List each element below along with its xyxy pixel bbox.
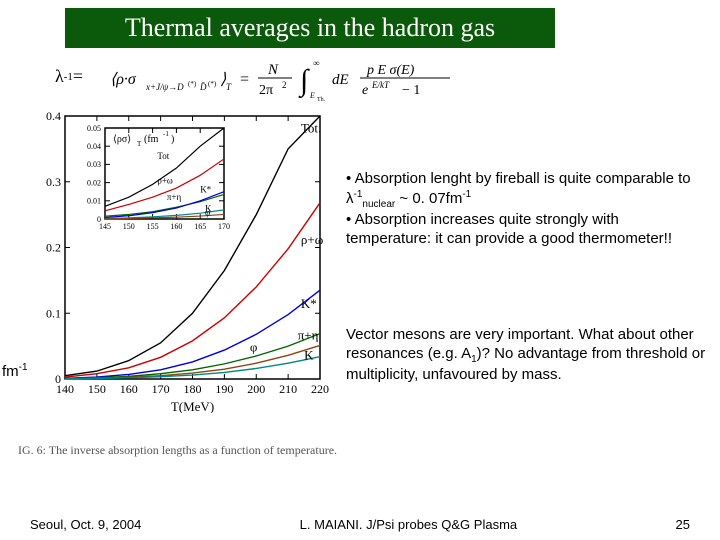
svg-text:165: 165 — [194, 222, 206, 231]
svg-text:150: 150 — [88, 382, 106, 396]
svg-text:155: 155 — [147, 222, 159, 231]
svg-text:160: 160 — [120, 382, 138, 396]
svg-text:0.05: 0.05 — [87, 124, 101, 133]
thermal-average-formula: ⟨ρ·σ x+J/ψ→D (*) D̄ (*) ⟩ T = N 2π 2 ∫ ∞… — [110, 56, 530, 101]
svg-text:-1: -1 — [163, 130, 169, 138]
svg-text:π+η: π+η — [167, 192, 182, 202]
lambda-inverse-label: λ-1= — [55, 66, 83, 87]
svg-text:180: 180 — [184, 382, 202, 396]
svg-text:190: 190 — [215, 382, 233, 396]
svg-text:0.01: 0.01 — [87, 197, 101, 206]
svg-text:0.03: 0.03 — [87, 160, 101, 169]
svg-text:⟨ρσ⟩: ⟨ρσ⟩ — [113, 134, 131, 145]
svg-text:∞: ∞ — [313, 58, 319, 68]
svg-text:dE: dE — [332, 72, 349, 88]
svg-text:ρ+ω: ρ+ω — [157, 176, 173, 186]
svg-text:0: 0 — [97, 215, 101, 224]
svg-text:p E σ(E): p E σ(E) — [366, 63, 415, 78]
svg-text:0: 0 — [55, 372, 61, 386]
svg-text:⟨ρ·σ: ⟨ρ·σ — [110, 71, 137, 88]
footer-center: L. MAIANI. J/Psi probes Q&G Plasma — [300, 517, 517, 532]
svg-text:(*): (*) — [208, 80, 217, 88]
bullet-block-bottom: Vector mesons are very important. What a… — [346, 326, 706, 385]
svg-text:2: 2 — [282, 80, 287, 90]
svg-text:200: 200 — [247, 382, 265, 396]
svg-text:170: 170 — [218, 222, 230, 231]
svg-text:∫: ∫ — [298, 64, 310, 99]
svg-text:=: = — [240, 71, 249, 88]
svg-text:ρ+ω: ρ+ω — [301, 232, 324, 247]
svg-text:0.04: 0.04 — [87, 142, 101, 151]
svg-text:0.4: 0.4 — [46, 109, 61, 123]
svg-text:E/kT: E/kT — [371, 80, 390, 90]
svg-text:220: 220 — [311, 382, 329, 396]
svg-text:K: K — [304, 347, 314, 362]
svg-text:φ: φ — [250, 339, 258, 354]
footer-right: 25 — [676, 517, 690, 532]
svg-text:0.1: 0.1 — [46, 306, 61, 320]
svg-text:N: N — [267, 62, 279, 78]
svg-text:π+η: π+η — [298, 328, 319, 343]
svg-text:φ: φ — [205, 208, 210, 218]
svg-text:210: 210 — [279, 382, 297, 396]
svg-text:Th.: Th. — [317, 97, 326, 101]
svg-text:e: e — [362, 83, 368, 98]
svg-text:− 1: − 1 — [402, 83, 420, 98]
svg-text:0.2: 0.2 — [46, 241, 61, 255]
svg-text:E: E — [309, 91, 315, 100]
svg-text:T(MeV): T(MeV) — [171, 399, 214, 413]
title-bar: Thermal averages in the hadron gas — [65, 8, 555, 48]
svg-text:D̄: D̄ — [199, 82, 207, 92]
svg-text:0.02: 0.02 — [87, 178, 101, 187]
svg-text:2π: 2π — [259, 83, 273, 98]
svg-text:T: T — [226, 82, 232, 92]
y-axis-unit-label: fm-1 — [2, 362, 28, 380]
page-title: Thermal averages in the hadron gas — [125, 13, 495, 43]
svg-text:Tot: Tot — [157, 151, 169, 161]
inset-chart: 14515015516016517000.010.020.030.040.05T… — [75, 122, 230, 237]
svg-text:K*: K* — [200, 185, 211, 195]
svg-text:Tot.: Tot. — [301, 120, 321, 135]
svg-text:K*: K* — [301, 296, 317, 311]
svg-text:(*): (*) — [188, 80, 197, 88]
svg-text:): ) — [171, 134, 174, 145]
svg-text:160: 160 — [170, 222, 182, 231]
slide-footer: Seoul, Oct. 9, 2004 L. MAIANI. J/Psi pro… — [0, 517, 720, 532]
svg-text:x+J/ψ→D: x+J/ψ→D — [145, 82, 184, 92]
svg-text:(fm: (fm — [144, 134, 159, 145]
svg-text:170: 170 — [152, 382, 170, 396]
svg-text:T: T — [137, 140, 142, 148]
svg-text:0.3: 0.3 — [46, 175, 61, 189]
svg-text:150: 150 — [123, 222, 135, 231]
footer-left: Seoul, Oct. 9, 2004 — [30, 517, 141, 532]
bullet-block-top: • Absorption lenght by fireball is quite… — [346, 170, 706, 249]
figure-caption: IG. 6: The inverse absorption lengths as… — [18, 443, 337, 458]
